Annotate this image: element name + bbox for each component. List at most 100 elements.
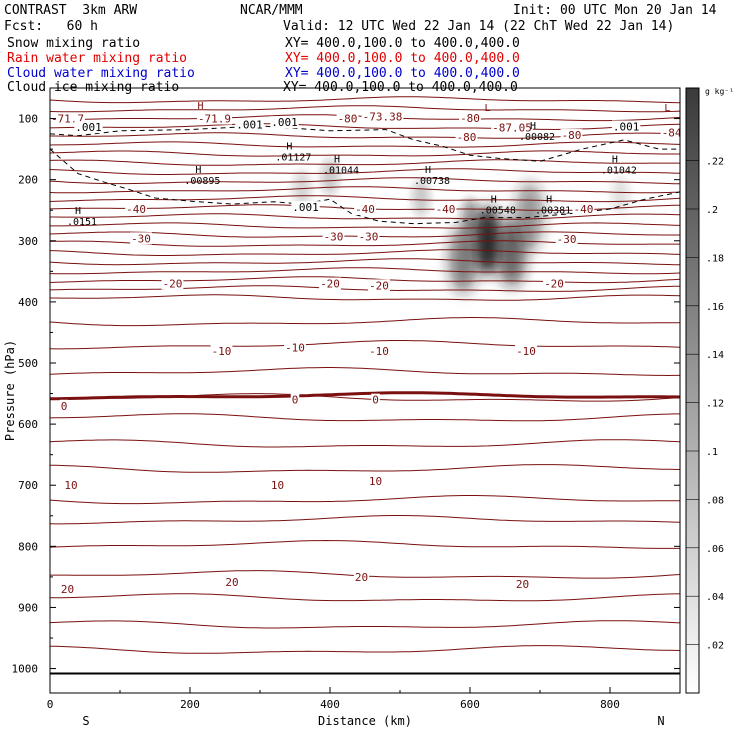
extremum-marker: H <box>425 165 431 176</box>
temperature-label-bg <box>319 277 341 290</box>
temperature-label-bg <box>434 203 457 215</box>
forecast-hour: Fcst: 60 h <box>4 19 98 34</box>
extremum-marker: H <box>612 155 618 166</box>
isotherm-upper-13 <box>50 213 680 220</box>
temperature-label-text: -71.9 <box>198 113 231 126</box>
temperature-label: 0 <box>59 399 69 413</box>
temperature-label: -40 <box>572 203 595 216</box>
temperature-label-bg <box>269 479 286 492</box>
temperature-label: -20 <box>319 277 341 291</box>
temperature-label-text: 10 <box>271 479 284 492</box>
temperature-label-bg <box>63 479 79 492</box>
isotherm-upper-19 <box>50 267 680 275</box>
temperature-label: 10 <box>63 479 79 492</box>
y-tick-label: 900 <box>18 601 38 614</box>
temperature-label-text: -40 <box>355 203 375 216</box>
temperature-label-text: -30 <box>557 233 577 246</box>
temperature-label-bg <box>560 129 583 142</box>
isotherm-upper-17 <box>50 249 680 256</box>
ice-contour-label-bg <box>611 120 641 133</box>
ice-contour-label: .001 <box>270 116 299 129</box>
isotherm-mid-7 <box>50 495 680 505</box>
y-tick-label: 400 <box>18 296 38 309</box>
extremum-value: .00895 <box>184 176 220 187</box>
temperature-label-text: -73.38 <box>363 111 403 124</box>
temperature-label: -80 <box>459 111 481 125</box>
y-tick-label: 600 <box>18 418 38 431</box>
temperature-label-text: -40 <box>126 203 146 216</box>
temperature-label-text: 0 <box>61 400 68 413</box>
temperature-label-text: -80 <box>562 129 582 142</box>
snow-shading-8 <box>461 198 479 235</box>
extremum-marker: H <box>334 155 340 166</box>
temperature-label-text: 10 <box>64 479 77 492</box>
field-xy-rain: XY= 400.0,100.0 to 400.0,400.0 <box>285 51 520 66</box>
ice-contour-label-bg <box>74 121 103 134</box>
x-tick-label: 800 <box>600 698 620 711</box>
ice-contour-label: .001 <box>235 118 264 132</box>
isotherm-upper-8 <box>50 168 680 175</box>
temperature-label: 10 <box>367 474 384 488</box>
extremum-marker: H <box>195 165 201 176</box>
temperature-label-bg <box>284 341 306 354</box>
isotherm-upper-9 <box>50 177 680 185</box>
isotherm-mid-5 <box>50 439 680 448</box>
temperature-label: -80 <box>455 130 478 144</box>
isotherm-mid-0 <box>50 317 680 327</box>
temperature-label-bg <box>59 583 76 596</box>
extremum-value: .00082 <box>519 132 555 143</box>
extremum-marker: H <box>197 101 203 112</box>
colorbar-tick-label: .14 <box>706 350 724 361</box>
y-tick-label: 700 <box>18 479 38 492</box>
extremum-value: .01044 <box>323 166 359 177</box>
temperature-label-bg <box>515 344 537 357</box>
x-tick-label: 200 <box>180 698 200 711</box>
isotherm-upper-10 <box>50 186 680 194</box>
temperature-label-text: -10 <box>516 345 536 358</box>
colorbar-tick-label: .08 <box>706 495 724 506</box>
plot-frame <box>49 87 681 694</box>
ice-contour-label-bg <box>270 116 299 129</box>
extremum-value: .01042 <box>601 166 637 177</box>
cloud-ice-contour-bottom <box>50 148 680 225</box>
extremum-value: .00381 <box>535 205 571 216</box>
temperature-label-bg <box>572 203 595 215</box>
x-tick-label: 0 <box>47 698 54 711</box>
field-xy-cloud-water: XY= 400.0,100.0 to 400.0,400.0 <box>285 66 520 81</box>
temperature-label-text: -30 <box>131 232 151 245</box>
isotherm-upper-0 <box>50 96 680 104</box>
temperature-label-text: -10 <box>369 345 389 358</box>
temperature-label: -40 <box>354 203 376 216</box>
temperature-label-bg <box>361 110 404 123</box>
temperature-label-bg <box>660 126 680 139</box>
isotherm-upper-4 <box>50 132 680 139</box>
temperature-label: -80 <box>560 129 583 142</box>
temperature-label-text: 20 <box>61 583 74 596</box>
isotherm-upper-3 <box>50 123 680 131</box>
model-title: CONTRAST 3km ARW <box>4 3 138 18</box>
isotherm-zero <box>50 391 680 401</box>
y-tick-label: 100 <box>18 113 38 126</box>
temperature-label-bg <box>459 111 481 124</box>
colorbar-tick-label: .02 <box>706 641 724 652</box>
temperature-label: -30 <box>555 232 578 246</box>
colorbar-tick-label: .04 <box>706 592 724 603</box>
temperature-label-bg <box>290 393 300 406</box>
ice-contour-label: .001 <box>291 201 320 214</box>
isotherm-mid-8 <box>50 515 680 525</box>
temperature-label-text: 0 <box>372 394 379 407</box>
temperature-label: 20 <box>514 578 531 591</box>
temperature-label-text: -30 <box>359 231 379 244</box>
colorbar-tick-label: .16 <box>706 302 724 313</box>
temperature-label-bg <box>224 575 240 588</box>
extremum-marker: H <box>491 194 497 205</box>
isotherm-mid-13 <box>50 645 680 654</box>
y-tick-label: 200 <box>18 174 38 187</box>
isotherm-mid-6 <box>50 464 680 473</box>
isotherm-mid-12 <box>50 620 680 629</box>
extremum-marker: H <box>286 142 292 153</box>
isotherm-upper-1 <box>50 105 680 113</box>
y-tick-label: 500 <box>18 357 38 370</box>
field-xy-snow: XY= 400.0,100.0 to 400.0,400.0 <box>285 36 520 51</box>
